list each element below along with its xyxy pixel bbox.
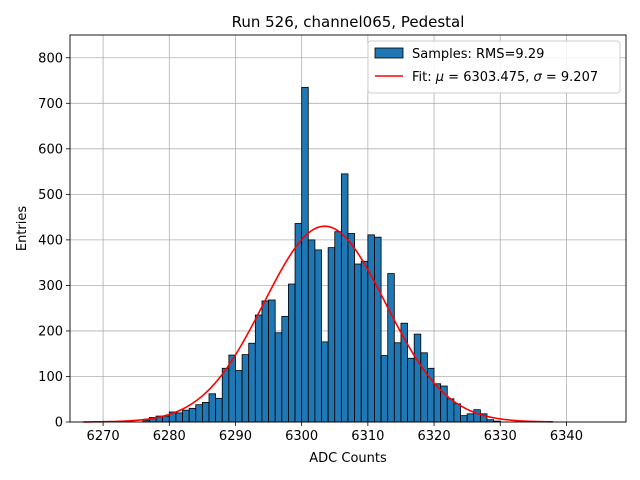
histogram-bar (228, 354, 236, 423)
histogram-bar (407, 357, 415, 423)
y-tick-label: 500 (38, 188, 63, 203)
x-tick-label: 6310 (351, 429, 384, 444)
histogram-bar (281, 315, 289, 423)
histogram-bar (393, 342, 402, 423)
histogram-bar (195, 404, 203, 423)
histogram-bar (208, 393, 217, 423)
histogram-bar (387, 273, 395, 423)
histogram-bar (367, 234, 375, 423)
histogram-bar (473, 409, 481, 423)
y-tick-label: 300 (38, 279, 63, 294)
histogram-bar (354, 263, 362, 423)
histogram-bar (460, 415, 468, 423)
x-tick-label: 6270 (87, 429, 120, 444)
histogram-bar (340, 173, 349, 423)
histogram-bar (314, 249, 322, 423)
histogram-bar (221, 367, 230, 423)
histogram-bar (420, 352, 428, 423)
histogram-bar (446, 398, 455, 423)
x-axis-label: ADC Counts (309, 451, 387, 466)
histogram-bars (142, 86, 501, 423)
x-tick-label: 6280 (153, 429, 186, 444)
legend: Samples: RMS=9.29 Fit: μ = 6303.475, σ =… (367, 40, 621, 94)
x-tick-label: 6320 (418, 429, 451, 444)
x-tick-label: 6330 (484, 429, 517, 444)
histogram-bar (347, 233, 356, 423)
histogram-bar (466, 413, 475, 423)
histogram-bar (288, 283, 296, 423)
histogram-bar (413, 333, 422, 423)
histogram-bar (254, 314, 263, 423)
axis-ticks: 6270 6280 6290 6300 6310 6320 6330 6340 0 100 200 3… (38, 51, 583, 444)
y-tick-label: 100 (38, 370, 63, 385)
fit-curve (83, 225, 554, 423)
legend-fit-label: Fit: μ = 6303.475, σ = 9.207 (412, 70, 598, 85)
histogram-bar (268, 299, 276, 423)
histogram-bar (334, 231, 342, 423)
histogram-bar (201, 402, 210, 423)
histogram-bar (162, 415, 170, 423)
histogram-bar (301, 86, 309, 423)
histogram-bar (215, 397, 223, 423)
histogram-bar (188, 407, 197, 423)
y-tick-label: 400 (38, 233, 63, 248)
histogram-bar (294, 223, 303, 423)
plot-frame (69, 34, 627, 423)
x-tick-label: 6340 (550, 429, 583, 444)
y-tick-label: 200 (38, 324, 63, 339)
y-tick-label: 600 (38, 142, 63, 157)
histogram-bar (374, 236, 382, 423)
histogram-bar (327, 247, 336, 423)
legend-box (367, 40, 621, 94)
legend-samples-label: Samples: RMS=9.29 (412, 47, 544, 62)
histogram-bar (453, 403, 461, 423)
histogram-bar (360, 260, 369, 423)
y-tick-label: 700 (38, 97, 63, 112)
histogram-bar (261, 300, 269, 423)
histogram-bar (321, 341, 329, 423)
histogram-bar (235, 370, 243, 423)
histogram-bar (248, 342, 256, 423)
y-tick-label: 0 (55, 416, 63, 431)
histogram-bar (380, 355, 389, 423)
histogram-bar (241, 354, 250, 423)
histogram-bar (307, 239, 316, 423)
x-tick-label: 6300 (285, 429, 318, 444)
legend-samples-swatch (374, 47, 404, 59)
y-tick-label: 800 (38, 51, 63, 66)
histogram-bar (175, 412, 183, 423)
y-axis-label: Entries (15, 206, 30, 252)
histogram-bar (274, 332, 283, 423)
chart-title: Run 526, channel065, Pedestal (232, 13, 465, 31)
histogram-bar (182, 409, 190, 423)
x-tick-label: 6290 (219, 429, 252, 444)
